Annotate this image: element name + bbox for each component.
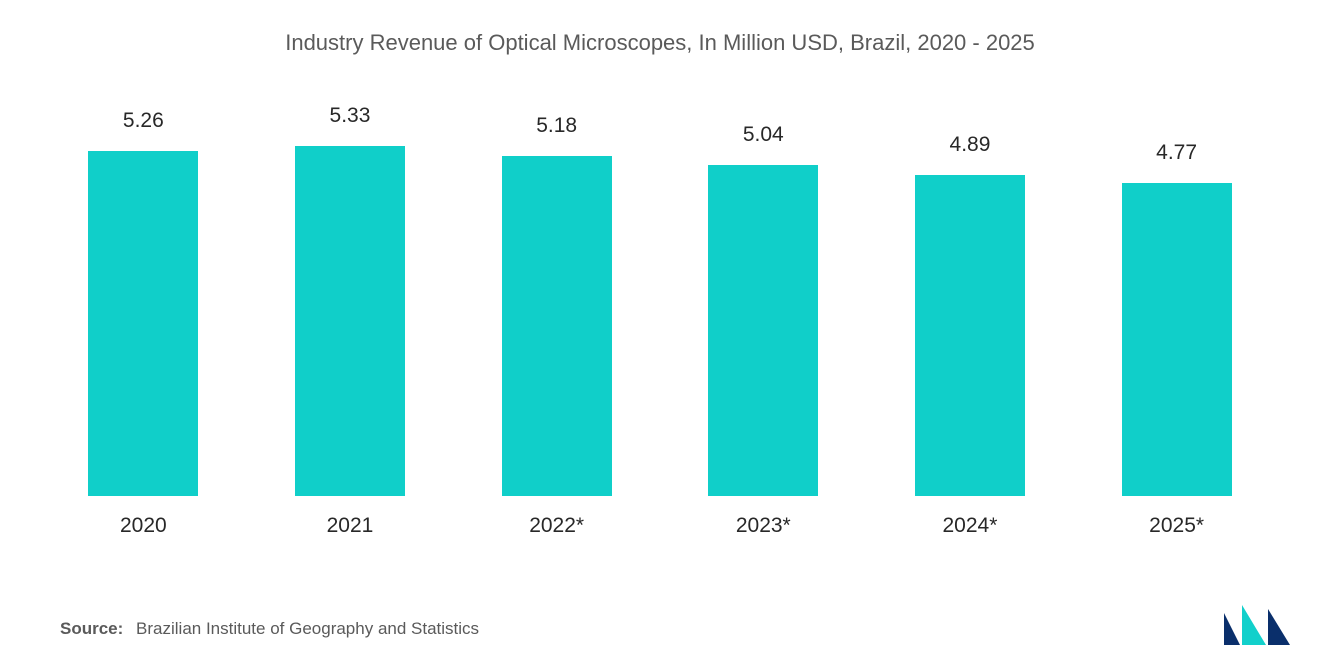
bar-group: 4.89 (880, 133, 1060, 496)
bar (915, 175, 1025, 496)
source-prefix: Source: (60, 619, 123, 638)
x-axis-label: 2023* (673, 514, 853, 538)
bar (502, 156, 612, 496)
x-axis-label: 2020 (53, 514, 233, 538)
bar-group: 5.18 (467, 114, 647, 496)
bar-value-label: 5.26 (123, 109, 164, 133)
chart-plot-area: 5.26 5.33 5.18 5.04 4.89 4.77 (0, 76, 1320, 496)
bar (708, 165, 818, 496)
bar-group: 4.77 (1087, 141, 1267, 496)
x-axis-label: 2025* (1087, 514, 1267, 538)
x-axis: 2020 2021 2022* 2023* 2024* 2025* (0, 496, 1320, 538)
source-text: Brazilian Institute of Geography and Sta… (136, 619, 479, 638)
x-axis-label: 2022* (467, 514, 647, 538)
bar (88, 151, 198, 496)
bar-value-label: 5.04 (743, 123, 784, 147)
bar-group: 5.04 (673, 123, 853, 496)
bar-group: 5.33 (260, 104, 440, 496)
x-axis-label: 2024* (880, 514, 1060, 538)
brand-logo-icon (1222, 603, 1292, 647)
bar-value-label: 5.18 (536, 114, 577, 138)
chart-title: Industry Revenue of Optical Microscopes,… (0, 0, 1320, 76)
x-axis-label: 2021 (260, 514, 440, 538)
bar-value-label: 5.33 (330, 104, 371, 128)
bar-value-label: 4.89 (950, 133, 991, 157)
bar (295, 146, 405, 496)
source-attribution: Source: Brazilian Institute of Geography… (60, 619, 479, 639)
bar-value-label: 4.77 (1156, 141, 1197, 165)
bar-group: 5.26 (53, 109, 233, 496)
bar (1122, 183, 1232, 496)
